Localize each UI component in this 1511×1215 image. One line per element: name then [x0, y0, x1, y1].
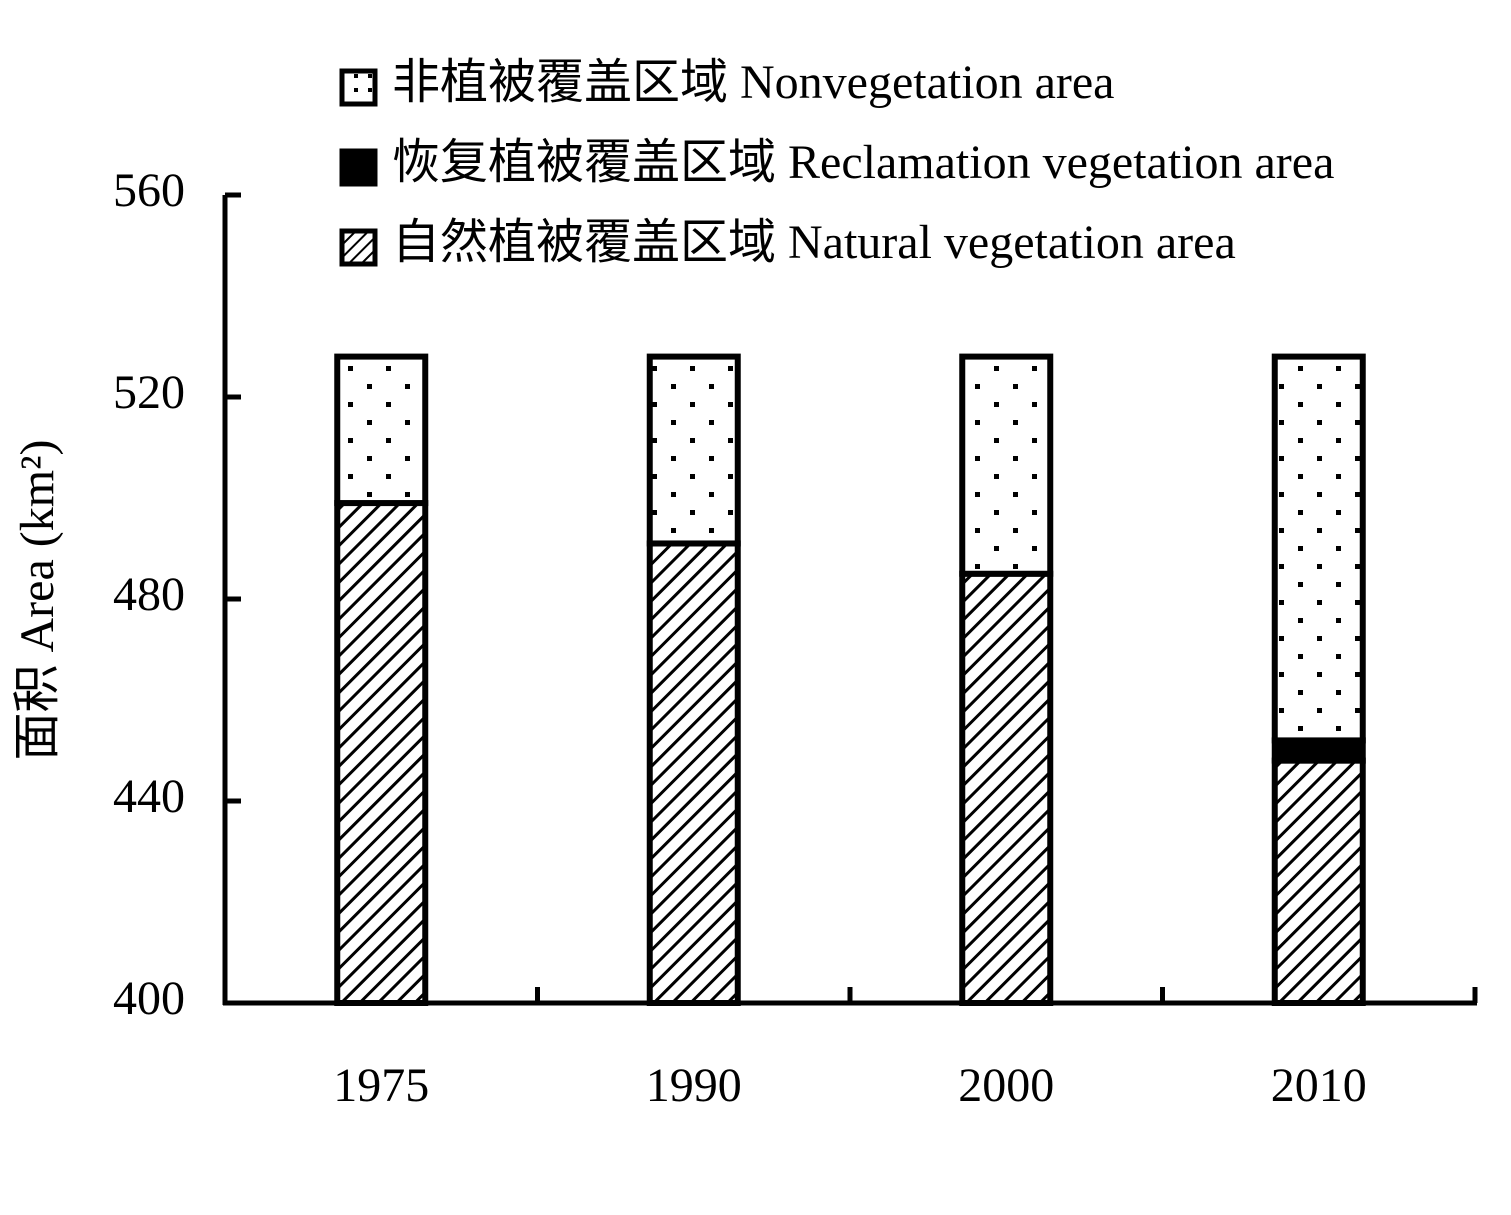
bar-segment — [1271, 737, 1366, 764]
y-axis-label: 面积 Area (km²) — [11, 440, 64, 761]
x-tick-label: 2010 — [1271, 1059, 1367, 1112]
legend-label: 恢复植被覆盖区域 Reclamation vegetation area — [392, 136, 1334, 189]
bar-segment — [959, 570, 1054, 1006]
x-tick-label: 1975 — [333, 1059, 429, 1112]
bar-segment — [646, 540, 741, 1006]
legend-swatch — [339, 148, 378, 187]
bar-segment — [959, 353, 1054, 577]
bar-segment — [1271, 757, 1366, 1006]
bar-segment — [334, 500, 429, 1006]
x-tick-label: 2000 — [958, 1059, 1054, 1112]
legend-label: 非植被覆盖区域 Nonvegetation area — [392, 56, 1115, 109]
y-tick-label: 520 — [113, 366, 185, 419]
bar-segment — [646, 353, 741, 547]
y-tick-label: 560 — [113, 164, 185, 217]
x-tick-label: 1990 — [646, 1059, 742, 1112]
y-tick-label: 480 — [113, 568, 185, 621]
bar-segment — [1271, 353, 1366, 744]
legend-swatch — [339, 68, 378, 107]
y-tick-label: 440 — [113, 770, 185, 823]
legend-label: 自然植被覆盖区域 Natural vegetation area — [392, 216, 1236, 269]
legend-swatch — [339, 228, 378, 267]
y-tick-label: 400 — [113, 972, 185, 1025]
bar-segment — [334, 353, 429, 507]
